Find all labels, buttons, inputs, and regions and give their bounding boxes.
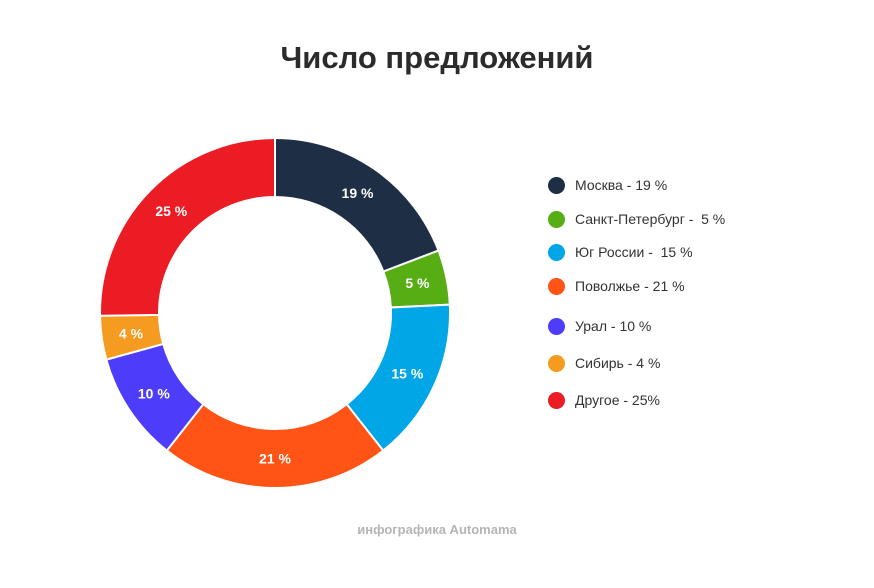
legend-item-4: Урал - 10 %	[548, 316, 651, 336]
footer-credit: инфографика Automama	[357, 522, 517, 537]
legend-label-4: Урал - 10 %	[575, 318, 652, 334]
legend-swatch-0	[548, 176, 565, 194]
legend-swatch-5	[548, 354, 565, 372]
slice-value-label-2: 15 %	[391, 365, 423, 381]
legend-item-5: Сибирь - 4 %	[548, 353, 660, 373]
legend-swatch-4	[548, 317, 565, 335]
donut-slice-6	[99, 136, 276, 317]
legend-swatch-1	[548, 210, 565, 228]
donut-slice-0	[274, 136, 440, 273]
legend-swatch-2	[548, 243, 565, 261]
legend-label-1: Санкт-Петербург - 5 %	[575, 211, 726, 227]
legend-item-6: Другое - 25%	[548, 390, 660, 410]
legend-swatch-3	[548, 277, 565, 295]
donut-slice-3	[165, 402, 385, 489]
legend-swatch-6	[548, 391, 565, 409]
legend-label-0: Москва - 19 %	[575, 177, 668, 193]
legend-item-0: Москва - 19 %	[548, 175, 667, 195]
legend-label-2: Юг России - 15 %	[575, 244, 693, 260]
legend-item-2: Юг России - 15 %	[548, 242, 693, 262]
slice-value-label-4: 10 %	[138, 386, 170, 402]
legend-label-5: Сибирь - 4 %	[575, 355, 661, 371]
slice-value-label-6: 25 %	[155, 203, 187, 219]
legend-label-3: Поволжье - 21 %	[575, 278, 685, 294]
legend-label-6: Другое - 25%	[575, 392, 660, 408]
legend-item-3: Поволжье - 21 %	[548, 276, 685, 296]
slice-value-label-5: 4 %	[119, 326, 144, 342]
legend-item-1: Санкт-Петербург - 5 %	[548, 209, 725, 229]
slice-value-label-3: 21 %	[259, 451, 291, 467]
chart-title: Число предложений	[280, 40, 594, 75]
slice-value-label-0: 19 %	[342, 185, 374, 201]
slice-value-label-1: 5 %	[405, 275, 430, 291]
